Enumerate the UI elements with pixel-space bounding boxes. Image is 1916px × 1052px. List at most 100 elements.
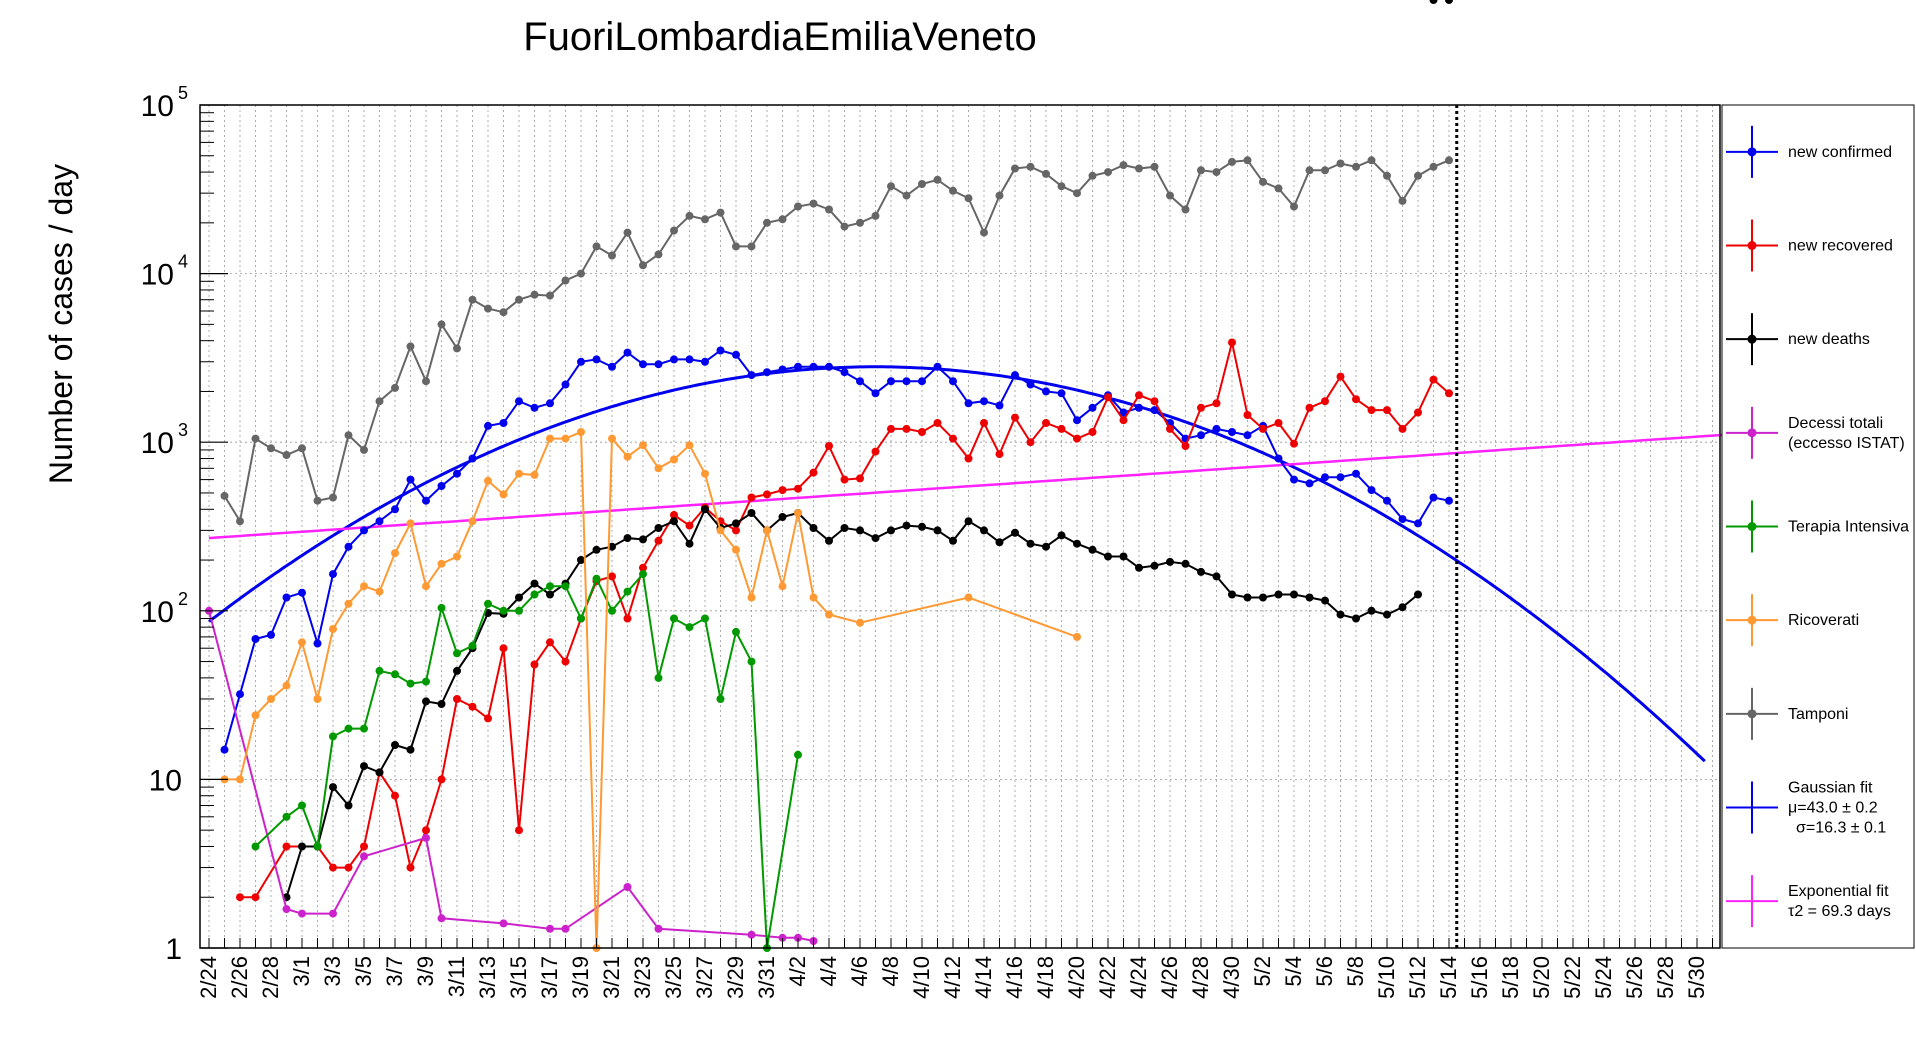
data-point: [685, 211, 694, 220]
series-new-deaths: [282, 0, 1453, 902]
data-point: [1150, 397, 1159, 406]
data-point: [608, 606, 616, 615]
data-point: [1212, 572, 1221, 581]
data-point: [608, 572, 616, 581]
x-tick-label: 3/1: [289, 956, 314, 987]
data-point: [499, 308, 508, 317]
data-point: [298, 801, 306, 810]
data-point: [933, 362, 942, 371]
data-point: [1274, 184, 1283, 193]
data-point: [716, 526, 725, 535]
data-point: [654, 924, 663, 933]
y-tick-label: 1: [165, 933, 182, 966]
data-point: [639, 360, 647, 369]
data-point: [809, 362, 818, 371]
data-point: [1243, 156, 1252, 165]
data-point: [1243, 431, 1252, 440]
data-point: [856, 618, 864, 627]
data-point: [871, 534, 880, 543]
data-point: [515, 826, 523, 835]
legend-marker: [1747, 615, 1757, 625]
data-point: [1398, 196, 1407, 205]
y-tick-label: 10: [141, 427, 174, 460]
x-tick-label: 5/2: [1250, 956, 1275, 987]
data-point: [794, 202, 802, 211]
x-tick-label: 3/3: [320, 956, 345, 987]
x-tick-label: 5/6: [1312, 956, 1337, 987]
data-point: [1057, 424, 1066, 433]
data-point: [484, 714, 492, 723]
data-point: [1212, 168, 1221, 177]
data-point: [794, 933, 802, 942]
data-point: [1026, 162, 1035, 171]
data-point: [1181, 205, 1190, 214]
data-point: [747, 371, 756, 380]
data-point: [623, 228, 632, 237]
data-point: [453, 666, 461, 675]
x-tick-label: 4/2: [785, 956, 810, 987]
data-point: [732, 519, 740, 528]
data-point: [1429, 375, 1438, 384]
data-point: [1166, 191, 1174, 200]
data-point: [1150, 162, 1159, 171]
legend-entry: new deaths: [1726, 313, 1870, 366]
data-point: [375, 397, 384, 406]
data-point: [995, 401, 1004, 410]
data-point: [1011, 413, 1019, 422]
data-point: [670, 511, 678, 519]
data-point: [484, 599, 492, 608]
data-point: [344, 724, 353, 733]
data-point: [251, 711, 260, 720]
data-point: [298, 842, 306, 851]
data-point: [1011, 164, 1019, 173]
x-tick-label: 3/27: [692, 956, 717, 999]
data-point: [515, 593, 523, 602]
x-tick-label: 5/14: [1436, 956, 1461, 999]
data-point: [980, 228, 988, 237]
data-point: [654, 250, 663, 259]
x-tick-label: 3/21: [599, 956, 624, 999]
legend: new confirmed new recovered new deaths Dece…: [1726, 125, 1909, 928]
data-point: [360, 842, 368, 851]
data-point: [1274, 454, 1283, 463]
y-tick-label: 10: [141, 596, 174, 629]
x-tick-label: 5/18: [1498, 956, 1523, 999]
data-point: [995, 538, 1004, 547]
data-point: [1057, 182, 1066, 191]
data-point: [484, 421, 492, 430]
data-point: [1336, 159, 1345, 168]
series-new-recovered: [236, 338, 1453, 902]
data-point: [701, 469, 709, 478]
data-point: [1414, 171, 1422, 180]
x-tick-label: 4/30: [1219, 956, 1244, 999]
data-point: [515, 606, 523, 615]
y-tick-label: 10: [149, 764, 182, 797]
data-point: [282, 593, 291, 602]
data-point: [670, 355, 678, 364]
x-tick-label: 2/26: [227, 956, 252, 999]
data-point: [825, 536, 833, 545]
data-point: [1367, 156, 1376, 165]
data-point: [949, 186, 957, 195]
data-point: [251, 893, 260, 902]
data-point: [778, 513, 787, 521]
data-point: [608, 542, 616, 551]
legend-label: Ricoverati: [1788, 612, 1859, 629]
x-tick-label: 3/7: [382, 956, 407, 987]
data-point: [484, 304, 492, 313]
data-point: [1212, 399, 1221, 408]
data-point: [685, 441, 694, 450]
x-tick-label: 5/28: [1653, 956, 1678, 999]
data-point: [1104, 552, 1112, 561]
data-point: [530, 590, 539, 599]
data-point: [1321, 397, 1329, 406]
x-tick-label: 3/23: [630, 956, 655, 999]
data-point: [282, 451, 291, 459]
data-point: [856, 377, 864, 386]
data-point: [437, 559, 446, 568]
data-point: [360, 582, 368, 591]
data-point: [623, 452, 632, 461]
x-tick-label: 3/17: [537, 956, 562, 999]
chart-title: FuoriLombardiaEmiliaVeneto: [523, 15, 1037, 59]
legend-entry: Gaussian fit μ=43.0 ± 0.2 σ=16.3 ± 0.1: [1726, 780, 1886, 837]
